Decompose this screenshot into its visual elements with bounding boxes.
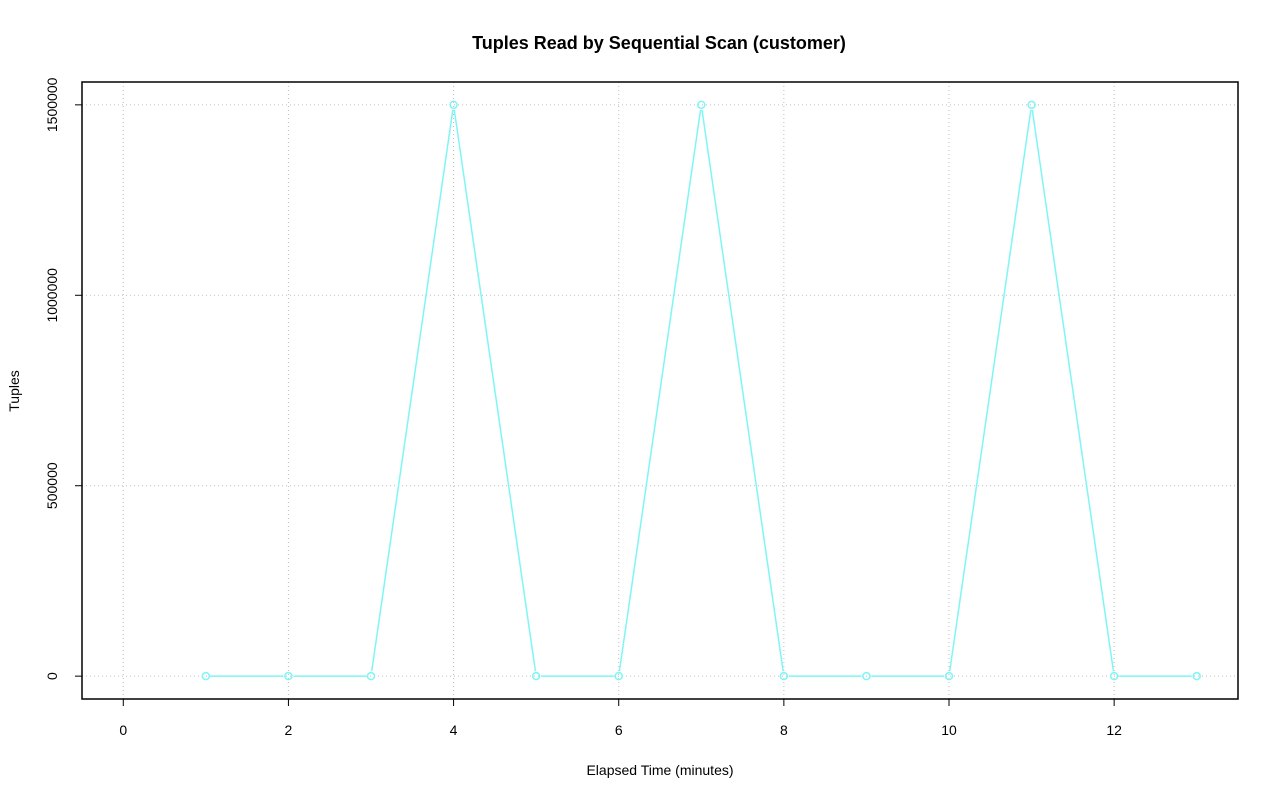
x-tick-label: 12 <box>1106 722 1122 738</box>
series-segment <box>948 109 1032 672</box>
x-axis: 0 2 4 6 8 10 12 <box>119 699 1122 738</box>
y-tick-label: 0 <box>44 672 60 680</box>
x-tick-label: 6 <box>615 722 623 738</box>
x-tick-label: 8 <box>780 722 788 738</box>
data-point <box>779 671 789 681</box>
data-point <box>284 671 293 681</box>
data-point <box>944 671 954 681</box>
data-point <box>1109 671 1119 681</box>
chart-title: Tuples Read by Sequential Scan (customer… <box>472 33 846 53</box>
data-point <box>614 671 623 681</box>
series <box>201 100 1201 681</box>
data-point <box>1192 671 1201 681</box>
data-point <box>531 671 541 681</box>
data-point <box>201 671 211 681</box>
y-tick-label: 500000 <box>44 462 60 509</box>
x-axis-label: Elapsed Time (minutes) <box>586 762 733 778</box>
x-tick-label: 2 <box>285 722 293 738</box>
series-segment <box>701 109 784 672</box>
series-segment <box>618 109 702 672</box>
y-tick-label: 1500000 <box>44 77 60 132</box>
y-axis: 0 500000 1000000 1500000 <box>44 77 82 680</box>
y-axis-label: Tuples <box>6 370 22 412</box>
y-tick-label: 1000000 <box>44 268 60 323</box>
series-segment <box>453 109 537 672</box>
x-tick-label: 10 <box>941 722 957 738</box>
series-segment <box>370 109 454 672</box>
data-point <box>366 671 376 681</box>
data-point <box>449 100 458 110</box>
series-segment <box>1031 109 1115 672</box>
data-point <box>1027 100 1036 110</box>
data-point <box>697 100 706 110</box>
x-tick-label: 4 <box>450 722 458 738</box>
plot-frame <box>81 81 1239 700</box>
data-point <box>862 671 871 681</box>
x-tick-label: 0 <box>119 722 127 738</box>
